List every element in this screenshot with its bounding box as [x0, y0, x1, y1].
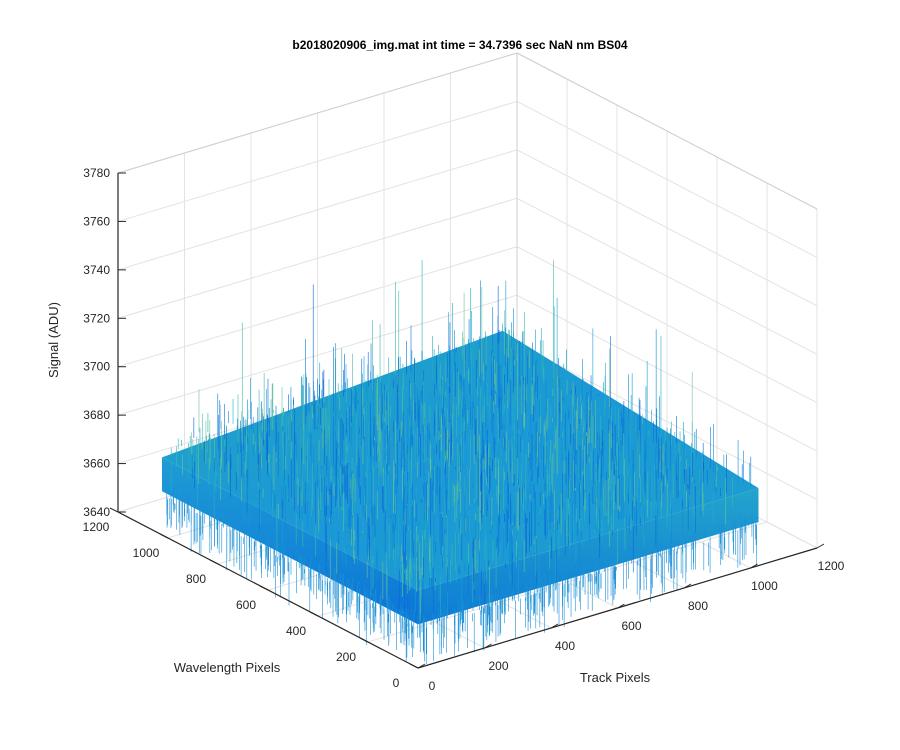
y-tick	[209, 559, 219, 565]
z-tick-label: 3780	[83, 166, 110, 180]
grid-line	[516, 100, 818, 258]
y-tick	[159, 533, 169, 539]
x-tick-label: 200	[488, 659, 508, 673]
x-tick	[816, 543, 825, 549]
x-tick	[617, 603, 625, 609]
y-tick-label: 800	[186, 572, 206, 586]
x-tick	[683, 583, 692, 589]
y-tick-label: 600	[236, 598, 256, 612]
z-axis-label: Signal (ADU)	[46, 302, 61, 378]
y-tick	[109, 507, 119, 513]
grid-line	[117, 246, 518, 368]
box-edge	[117, 52, 518, 174]
x-tick	[417, 663, 426, 669]
z-tick-label: 3680	[83, 408, 110, 422]
x-tick	[484, 643, 492, 649]
x-tick-label: 1200	[818, 559, 845, 573]
grid-line	[516, 294, 818, 452]
surface-noise	[166, 259, 759, 665]
y-tick-label: 400	[286, 624, 306, 638]
y-tick-label: 200	[336, 650, 356, 664]
z-tick-label: 3760	[83, 214, 110, 228]
axes	[109, 172, 825, 669]
x-tick-label: 800	[688, 599, 708, 613]
x-tick-label: 600	[621, 619, 641, 633]
y-tick-label: 1000	[133, 546, 160, 560]
x-tick	[750, 563, 758, 569]
x-axis-label: Track Pixels	[580, 670, 651, 685]
y-axis-label: Wavelength Pixels	[174, 660, 281, 675]
surface	[162, 259, 759, 665]
grid-line	[516, 149, 818, 307]
surface-side-left	[162, 457, 418, 625]
y-tick	[359, 637, 369, 643]
y-tick-label: 0	[393, 676, 400, 690]
x-tick-label: 1000	[751, 579, 778, 593]
x-tick-label: 400	[555, 639, 575, 653]
x-tick	[550, 623, 559, 629]
y-tick	[309, 611, 319, 617]
grid-line	[516, 343, 818, 501]
y-tick	[409, 663, 419, 669]
box-edge	[516, 52, 818, 210]
z-tick-label: 3660	[83, 457, 110, 471]
grid-line	[117, 100, 518, 222]
z-tick-label: 3740	[83, 263, 110, 277]
z-tick-label: 3640	[83, 505, 110, 519]
y-tick-label: 1200	[83, 520, 110, 534]
z-tick-label: 3700	[83, 360, 110, 374]
y-tick	[259, 585, 269, 591]
grid-line	[516, 197, 818, 355]
grid-line	[516, 246, 818, 404]
grid-line	[117, 197, 518, 319]
tick-labels: 0 200 400 600 800 1000 1200 0 200 400 600 800 1000 12…	[83, 166, 845, 693]
z-tick-label: 3720	[83, 311, 110, 325]
grid-line	[117, 149, 518, 271]
grid-line	[117, 294, 518, 416]
x-tick-label: 0	[429, 679, 436, 693]
chart-title: b2018020906_img.mat int time = 34.7396 s…	[292, 38, 628, 52]
